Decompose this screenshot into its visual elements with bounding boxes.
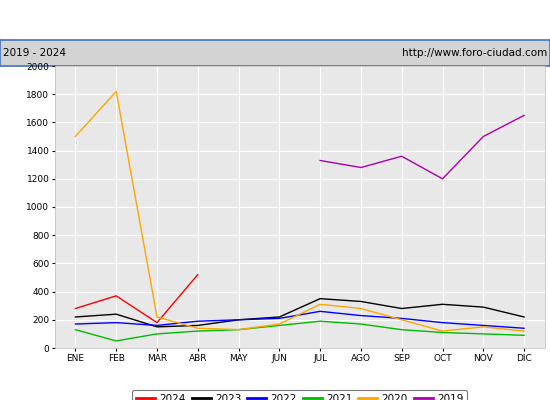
Text: Evolucion Nº Turistas Nacionales en el municipio de Cañada Rosal: Evolucion Nº Turistas Nacionales en el m… [56,14,494,26]
Legend: 2024, 2023, 2022, 2021, 2020, 2019: 2024, 2023, 2022, 2021, 2020, 2019 [132,390,468,400]
Text: http://www.foro-ciudad.com: http://www.foro-ciudad.com [402,48,547,58]
Text: 2019 - 2024: 2019 - 2024 [3,48,66,58]
